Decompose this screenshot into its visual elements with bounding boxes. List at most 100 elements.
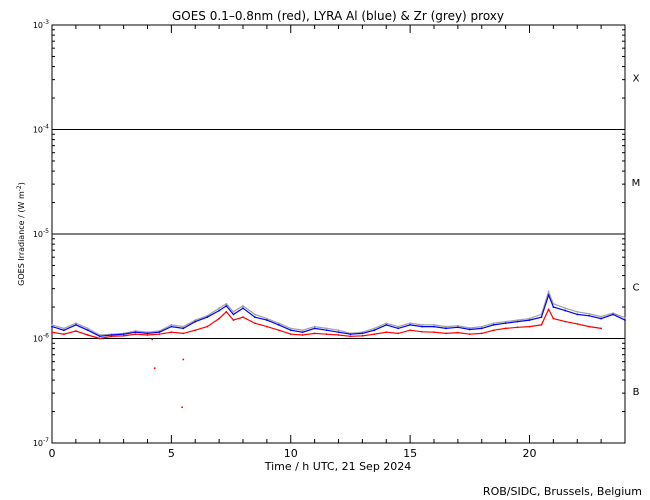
data-point-goes [504,327,507,330]
y-tick-label: 10-7 [33,437,49,448]
data-point-goes [337,334,340,336]
data-point-goes [576,322,579,325]
y-axis-label-sup: -2 [16,185,23,191]
data-point-lyra-zr [194,319,197,321]
data-point-goes [74,330,77,332]
data-point-goes [98,337,101,340]
data-point-goes [373,333,376,336]
data-point-lyra-al [564,309,567,312]
data-point-lyra-zr [504,320,507,323]
data-point-lyra-zr [373,327,376,330]
y-tick-base: 10 [33,439,43,448]
data-point-lyra-zr [624,316,626,319]
data-point-lyra-al [86,329,89,332]
x-tick-label: 15 [403,447,417,460]
data-point-lyra-zr [612,312,614,315]
data-point-goes [242,316,244,319]
outlier-point [182,358,185,361]
y-tick-label: 10-5 [33,228,49,239]
x-tick-label: 20 [523,447,537,460]
data-point-lyra-al [225,305,228,307]
class-grid-lines [52,129,625,339]
data-point-lyra-al [456,326,459,329]
y-tick-exponent: -3 [43,19,49,26]
data-point-lyra-al [194,320,197,323]
x-axis-ticks: 0 5 10 15 20 [49,25,626,460]
data-point-goes [421,330,423,333]
data-point-lyra-zr [516,319,519,321]
data-point-lyra-al [349,333,352,336]
data-point-lyra-al [110,334,113,336]
data-point-goes [468,333,471,336]
data-point-lyra-al [277,323,280,326]
class-label: M [632,178,641,189]
data-point-goes [552,317,555,320]
data-point-goes [349,335,352,338]
flare-class-labels: X M C B [632,73,641,398]
x-tick-label: 10 [284,447,298,460]
data-point-goes [397,332,400,335]
data-point-lyra-zr [63,327,65,330]
data-point-lyra-zr [86,327,89,330]
data-point-goes [218,317,221,320]
x-tick-label: 5 [168,447,175,460]
data-point-goes [313,332,316,335]
data-point-lyra-al [170,325,173,328]
data-point-goes [600,327,603,330]
y-tick-exponent: -6 [43,333,49,340]
data-point-goes [110,335,113,338]
data-point-lyra-zr [254,313,256,316]
data-point-goes [480,332,483,335]
data-point-goes [433,331,435,334]
data-point-lyra-al [540,316,543,319]
data-point-lyra-al [552,306,555,308]
data-point-goes [225,310,228,313]
series-line-lyra-zr [51,290,626,336]
data-point-lyra-al [313,327,316,330]
data-point-goes [86,334,89,336]
outlier-point [153,367,156,369]
class-label: X [633,73,640,84]
data-point-lyra-al [445,327,447,330]
y-tick-base: 10 [33,230,43,239]
data-point-goes [182,332,185,335]
outlier-point [151,338,154,341]
data-point-lyra-zr [456,325,459,327]
data-point-goes [325,333,328,336]
data-point-goes [206,325,209,328]
y-tick-label: 10-4 [33,124,49,135]
data-point-lyra-zr [289,327,292,330]
data-point-goes [134,333,137,336]
y-tick-label: 10-6 [33,333,49,344]
data-point-goes [516,326,519,329]
data-point-lyra-al [433,325,435,328]
data-point-lyra-al [409,323,412,326]
data-point-lyra-zr [313,325,316,328]
y-tick-base: 10 [33,126,43,135]
data-point-goes [409,329,412,332]
data-point-lyra-zr [242,305,244,307]
data-point-lyra-zr [51,323,53,326]
data-point-lyra-zr [528,317,531,320]
data-point-goes [277,329,280,332]
data-point-lyra-zr [588,312,591,315]
data-point-lyra-al [624,319,626,321]
data-point-lyra-zr [547,290,550,293]
outlier-points [151,338,185,409]
data-point-lyra-al [468,328,471,331]
data-point-lyra-zr [433,323,435,326]
data-point-lyra-zr [325,327,328,330]
data-point-lyra-al [265,319,268,321]
y-tick-base: 10 [33,21,43,30]
series-layer [51,290,626,340]
data-point-goes [456,331,459,334]
data-point-goes [528,325,531,328]
data-point-lyra-al [385,323,388,326]
data-point-goes [588,325,591,328]
data-point-lyra-al [612,313,614,316]
data-point-lyra-al [373,329,376,332]
data-point-goes [540,323,543,326]
data-point-lyra-al [232,313,235,316]
y-tick-base: 10 [33,335,43,344]
